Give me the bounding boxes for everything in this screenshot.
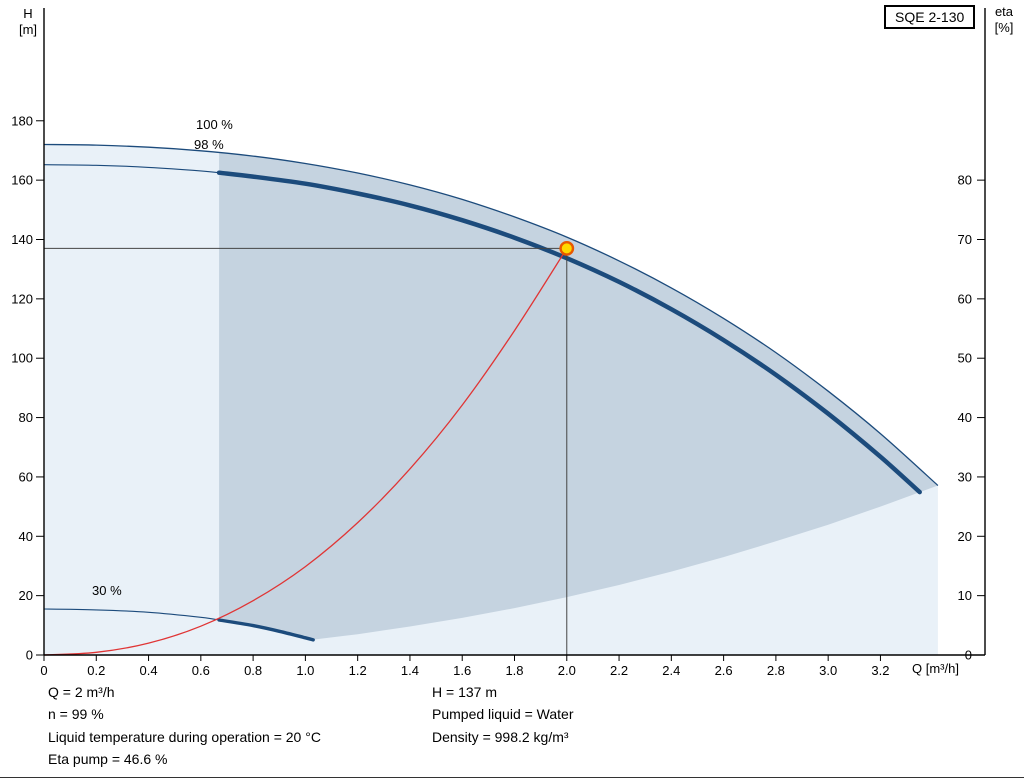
svg-text:20: 20 — [958, 529, 972, 544]
left-axis-symbol: H — [23, 6, 33, 21]
svg-text:80: 80 — [19, 410, 33, 425]
pump-model-badge: SQE 2-130 — [884, 5, 976, 29]
svg-text:2.8: 2.8 — [767, 663, 785, 678]
svg-text:1.4: 1.4 — [401, 663, 419, 678]
svg-text:3.2: 3.2 — [871, 663, 889, 678]
svg-text:180: 180 — [11, 113, 33, 128]
svg-text:160: 160 — [11, 173, 33, 188]
svg-text:2.6: 2.6 — [715, 663, 733, 678]
svg-text:60: 60 — [19, 469, 33, 484]
svg-text:100: 100 — [11, 351, 33, 366]
footer-liquid-temperature: Liquid temperature during operation = 20… — [48, 729, 321, 745]
svg-text:1.2: 1.2 — [349, 663, 367, 678]
right-axis-symbol: eta — [994, 4, 1014, 19]
footer-pumped-liquid: Pumped liquid = Water — [432, 706, 574, 722]
svg-text:0: 0 — [26, 648, 33, 663]
left-axis-unit: [m] — [18, 22, 38, 37]
svg-text:0: 0 — [965, 648, 972, 663]
footer-speed: n = 99 % — [48, 706, 104, 722]
svg-text:120: 120 — [11, 291, 33, 306]
svg-text:30: 30 — [958, 469, 972, 484]
footer-flow: Q = 2 m³/h — [48, 684, 115, 700]
footer-head: H = 137 m — [432, 684, 497, 700]
bottom-rule — [0, 777, 1024, 778]
svg-text:20: 20 — [19, 588, 33, 603]
svg-text:1.8: 1.8 — [505, 663, 523, 678]
speed-label-30: 30 % — [92, 583, 122, 598]
svg-text:0.2: 0.2 — [87, 663, 105, 678]
svg-text:1.6: 1.6 — [453, 663, 471, 678]
svg-text:0.8: 0.8 — [244, 663, 262, 678]
svg-text:0.4: 0.4 — [140, 663, 158, 678]
svg-text:10: 10 — [958, 588, 972, 603]
svg-text:0.6: 0.6 — [192, 663, 210, 678]
svg-text:0: 0 — [40, 663, 47, 678]
svg-text:140: 140 — [11, 232, 33, 247]
svg-text:60: 60 — [958, 291, 972, 306]
speed-label-98: 98 % — [194, 137, 224, 152]
x-axis-title: Q [m³/h] — [912, 661, 959, 676]
svg-text:80: 80 — [958, 173, 972, 188]
svg-text:2.2: 2.2 — [610, 663, 628, 678]
right-axis-title: eta [%] — [984, 4, 1024, 36]
pump-curve-chart: 0 20 40 60 80 100 120 140 160 180 0 10 20 30 40 50 60 70 8… — [11, 8, 986, 678]
svg-text:2.0: 2.0 — [558, 663, 576, 678]
svg-text:40: 40 — [19, 529, 33, 544]
svg-text:3.0: 3.0 — [819, 663, 837, 678]
footer-density: Density = 998.2 kg/m³ — [432, 729, 569, 745]
left-axis-title: H [m] — [8, 6, 48, 38]
svg-text:40: 40 — [958, 410, 972, 425]
speed-label-100: 100 % — [196, 117, 233, 132]
footer-eta-pump: Eta pump = 46.6 % — [48, 751, 168, 767]
svg-text:2.4: 2.4 — [662, 663, 680, 678]
svg-text:70: 70 — [958, 232, 972, 247]
right-axis-unit: [%] — [994, 20, 1014, 35]
svg-text:1.0: 1.0 — [296, 663, 314, 678]
svg-text:50: 50 — [958, 351, 972, 366]
